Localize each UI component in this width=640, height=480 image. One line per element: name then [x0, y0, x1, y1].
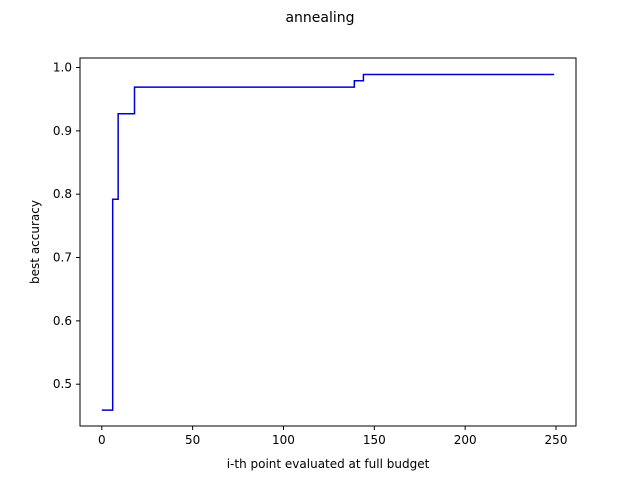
x-tick-label: 0 — [98, 433, 106, 447]
plot-frame — [79, 57, 577, 427]
plot-area — [79, 57, 577, 427]
y-axis: 0.5 0.6 0.7 0.8 0.9 1.0 — [53, 61, 80, 391]
y-tick-label: 1.0 — [53, 61, 72, 75]
x-tick-label: 150 — [363, 433, 386, 447]
x-tick-label: 100 — [272, 433, 295, 447]
y-tick-label: 0.8 — [53, 187, 72, 201]
chart-title: annealing — [285, 10, 354, 26]
series-line-0 — [101, 73, 555, 411]
x-tick-label: 200 — [454, 433, 477, 447]
y-tick-label: 0.7 — [53, 251, 72, 265]
y-axis-label: best accuracy — [28, 200, 42, 284]
series-line-layer — [101, 73, 555, 411]
y-tick-label: 0.5 — [53, 377, 72, 391]
x-tick-label: 250 — [545, 433, 568, 447]
x-axis: 0 50 100 150 200 250 — [98, 426, 567, 447]
y-tick-label: 0.9 — [53, 124, 72, 138]
x-axis-label: i-th point evaluated at full budget — [227, 457, 430, 471]
x-tick-label: 50 — [185, 433, 200, 447]
y-tick-label: 0.6 — [53, 314, 72, 328]
